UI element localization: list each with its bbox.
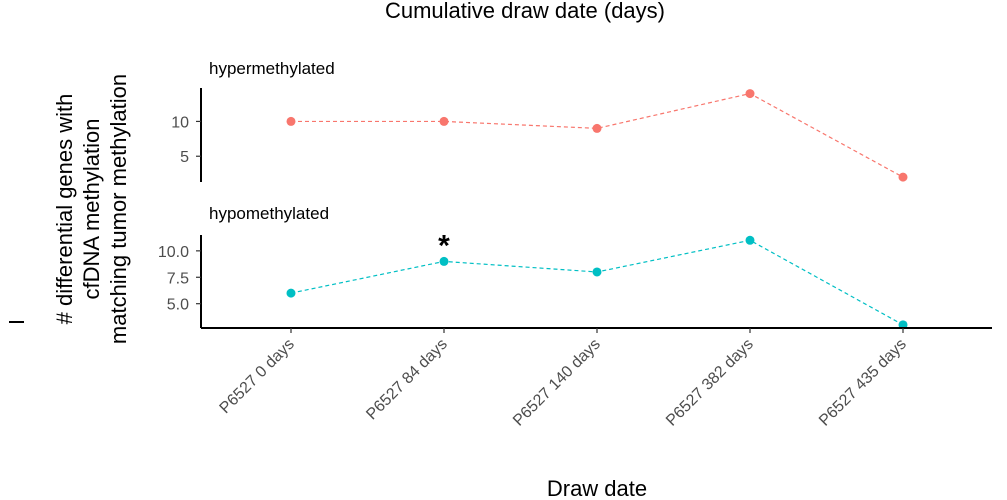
x-tick-label: P6527 382 days [663, 336, 757, 430]
x-axis-label: Draw date [547, 476, 647, 500]
y-tick-label: 10.0 [158, 244, 189, 261]
data-point [286, 116, 296, 126]
x-tick-label: P6527 0 days [217, 336, 298, 417]
panel-strip-label: hypermethylated [209, 59, 335, 78]
y-axis-label-line: matching tumor methylation [106, 74, 131, 344]
panel-hypermethylated: hypermethylated 5 10 [171, 59, 908, 182]
x-tick-label: P6527 140 days [510, 336, 604, 430]
chart-title: Cumulative draw date (days) [385, 0, 665, 23]
series-line-hypomethylated [290, 239, 904, 326]
y-axis-label-line: cfDNA methylation [79, 119, 104, 300]
panel-strip-label: hypomethylated [209, 204, 329, 223]
y-axis-label-line: # differential genes with [52, 94, 77, 325]
y-tick-label: 5.0 [167, 297, 189, 314]
y-tick-label: 5 [180, 149, 189, 166]
data-point [439, 256, 449, 266]
series-line-hypermethylated [291, 92, 904, 178]
panels: hypermethylated 5 10 hypomethylated 5.0 7.5 10… [158, 59, 908, 330]
significance-marker: * [438, 229, 450, 262]
panel-hypomethylated: hypomethylated 5.0 7.5 10.0 * [158, 204, 908, 330]
x-tick-label: P6527 84 days [363, 336, 451, 424]
x-tick-label: P6527 435 days [816, 336, 910, 430]
x-axis: P6527 0 days P6527 84 days P6527 140 days P… [201, 327, 992, 430]
data-point [745, 89, 755, 99]
data-point [439, 116, 449, 126]
data-point [592, 123, 602, 133]
data-point [745, 235, 755, 245]
data-point [286, 288, 296, 298]
y-tick-label: 10 [171, 114, 189, 131]
data-point [898, 172, 908, 182]
data-point [592, 267, 602, 277]
y-tick-label: 7.5 [167, 270, 189, 287]
y-axis-label: # differential genes with cfDNA methylati… [52, 74, 131, 344]
